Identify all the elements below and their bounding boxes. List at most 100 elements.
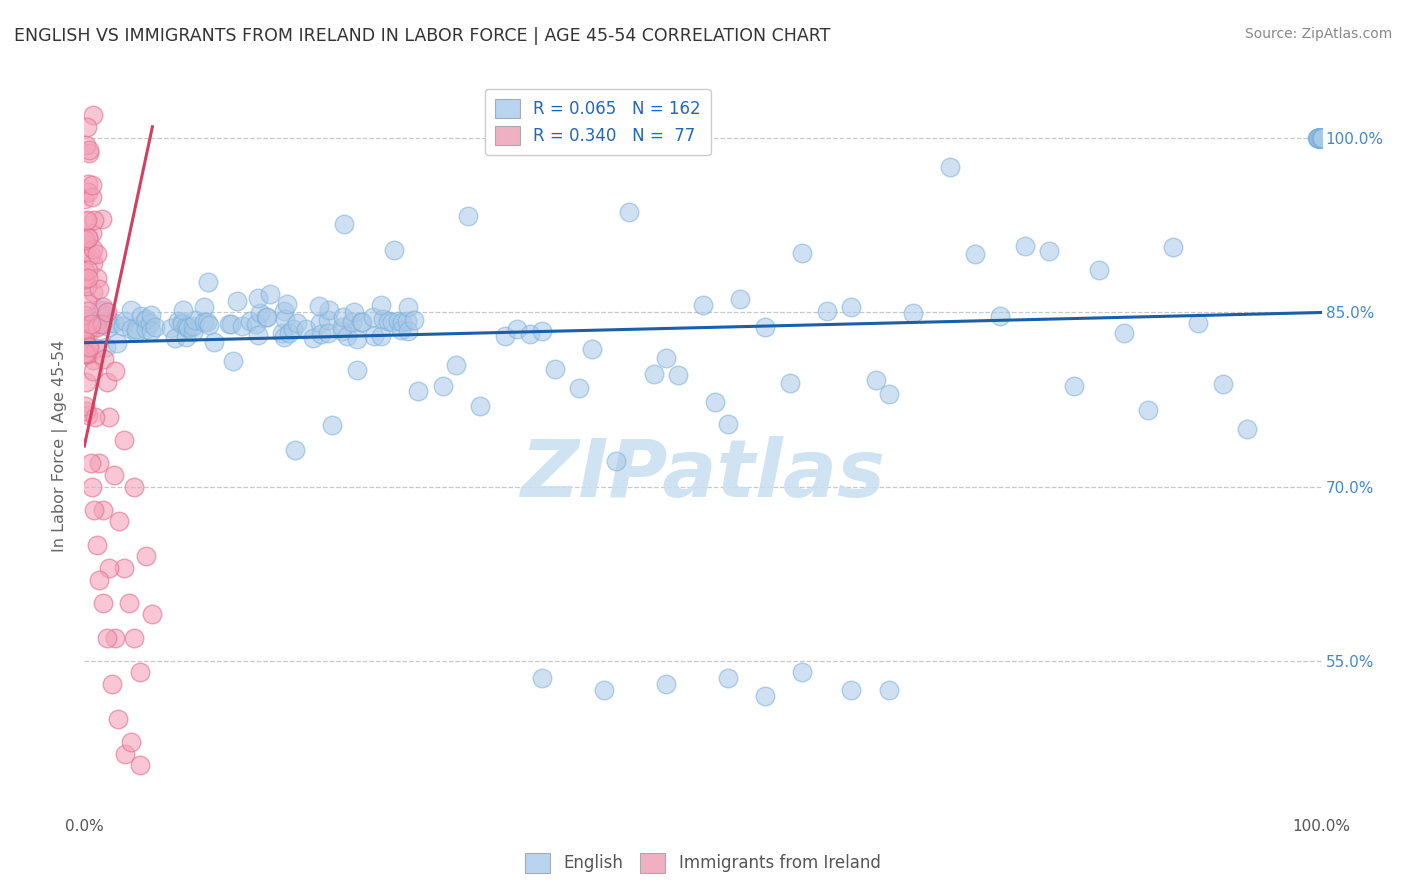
Point xyxy=(1310,131,1333,145)
Point xyxy=(343,305,366,319)
Point xyxy=(202,334,225,349)
Point xyxy=(76,323,98,337)
Point xyxy=(643,367,665,381)
Point xyxy=(104,631,127,645)
Point xyxy=(86,247,108,261)
Point xyxy=(83,212,105,227)
Point xyxy=(75,214,97,228)
Point xyxy=(193,316,215,330)
Point xyxy=(346,332,368,346)
Point xyxy=(1308,131,1330,145)
Point xyxy=(361,310,384,324)
Point xyxy=(177,321,200,335)
Point xyxy=(84,314,107,328)
Point xyxy=(104,363,127,377)
Point xyxy=(316,312,339,326)
Point xyxy=(82,108,104,122)
Point xyxy=(815,304,838,318)
Point xyxy=(79,320,101,334)
Point xyxy=(98,561,121,575)
Point xyxy=(1310,131,1333,145)
Point xyxy=(108,515,131,529)
Legend: R = 0.065   N = 162, R = 0.340   N =  77: R = 0.065 N = 162, R = 0.340 N = 77 xyxy=(485,88,711,155)
Point xyxy=(73,309,96,323)
Point xyxy=(395,314,418,328)
Point xyxy=(174,319,197,334)
Point xyxy=(387,314,409,328)
Point xyxy=(77,346,100,360)
Point xyxy=(318,302,340,317)
Point xyxy=(309,326,332,341)
Point xyxy=(396,300,419,314)
Point xyxy=(1236,422,1258,436)
Point xyxy=(103,468,125,483)
Point xyxy=(1088,262,1111,277)
Point xyxy=(167,314,190,328)
Point xyxy=(389,323,412,337)
Point xyxy=(96,631,118,645)
Point xyxy=(841,300,863,314)
Point xyxy=(98,409,121,424)
Point xyxy=(1306,131,1329,145)
Point xyxy=(1306,131,1329,145)
Point xyxy=(1310,131,1333,145)
Point xyxy=(1308,131,1330,145)
Text: ENGLISH VS IMMIGRANTS FROM IRELAND IN LABOR FORCE | AGE 45-54 CORRELATION CHART: ENGLISH VS IMMIGRANTS FROM IRELAND IN LA… xyxy=(14,27,831,45)
Point xyxy=(330,320,353,334)
Point xyxy=(1310,131,1333,145)
Point xyxy=(1308,131,1330,145)
Point xyxy=(225,294,247,309)
Point xyxy=(181,318,204,333)
Point xyxy=(114,747,136,761)
Point xyxy=(170,317,193,331)
Point xyxy=(79,340,101,354)
Point xyxy=(89,282,111,296)
Point xyxy=(1310,131,1333,145)
Point xyxy=(965,247,987,261)
Point xyxy=(80,247,103,261)
Point xyxy=(381,315,404,329)
Point xyxy=(129,758,152,772)
Point xyxy=(1310,131,1333,145)
Point xyxy=(779,376,801,390)
Point xyxy=(1308,131,1330,145)
Point xyxy=(1310,131,1333,145)
Point xyxy=(391,315,413,329)
Point xyxy=(1310,131,1333,145)
Point xyxy=(1310,131,1333,145)
Point xyxy=(877,682,900,697)
Point xyxy=(1310,131,1333,145)
Point xyxy=(470,399,492,413)
Point xyxy=(184,313,207,327)
Point xyxy=(75,314,97,328)
Point xyxy=(543,361,565,376)
Point xyxy=(163,331,186,345)
Legend: English, Immigrants from Ireland: English, Immigrants from Ireland xyxy=(519,847,887,880)
Point xyxy=(790,245,813,260)
Point xyxy=(1038,244,1060,259)
Point xyxy=(79,143,101,157)
Point xyxy=(89,318,111,332)
Point xyxy=(531,324,554,338)
Point xyxy=(75,263,97,277)
Point xyxy=(231,318,253,333)
Point xyxy=(218,318,240,332)
Point xyxy=(73,233,96,247)
Y-axis label: In Labor Force | Age 45-54: In Labor Force | Age 45-54 xyxy=(52,340,69,552)
Point xyxy=(198,318,221,332)
Point xyxy=(1014,239,1036,253)
Point xyxy=(134,314,156,328)
Point xyxy=(330,324,353,338)
Point xyxy=(277,326,299,341)
Point xyxy=(84,341,107,355)
Point xyxy=(91,300,114,314)
Point xyxy=(444,358,467,372)
Point xyxy=(76,230,98,244)
Point xyxy=(84,409,107,424)
Point xyxy=(96,305,118,319)
Point xyxy=(1309,131,1331,145)
Point xyxy=(408,384,430,398)
Point xyxy=(107,712,129,726)
Point xyxy=(1306,131,1329,145)
Point xyxy=(159,320,181,334)
